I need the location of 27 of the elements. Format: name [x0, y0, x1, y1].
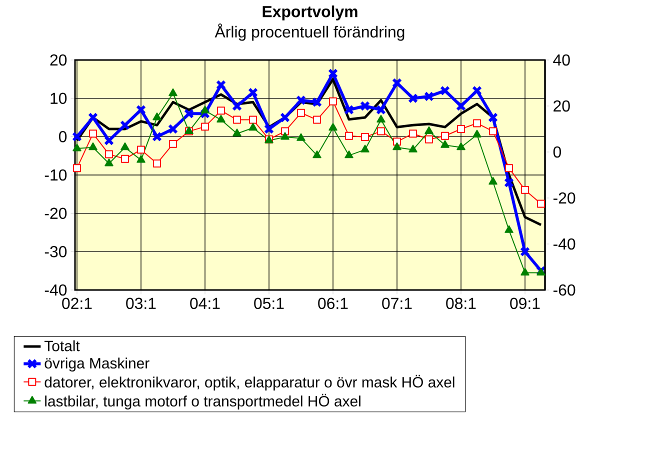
y2-tick-label: 20 — [554, 100, 570, 112]
y2-tick-label: -20 — [553, 192, 576, 204]
y-tick-label: -30 — [44, 246, 67, 258]
x-tick-label: 03:1 — [126, 298, 156, 310]
y-tick-label: 10 — [50, 92, 67, 104]
x-tick-label: 04:1 — [190, 298, 220, 310]
x-tick-label: 05:1 — [254, 298, 284, 310]
x-tick-label: 08:1 — [446, 298, 476, 310]
x-tick-label: 09:1 — [510, 298, 540, 310]
legend-label: datorer, elektronikvaror, optik, elapparatur o övr mask HÖ axel — [44, 374, 454, 390]
legend-label: Totalt — [44, 340, 80, 352]
y-tick-label: -40 — [44, 284, 67, 296]
legend-label: lastbilar, tunga motorf o transportmedel HÖ axel — [45, 394, 360, 410]
y2-tick-label: 0 — [553, 146, 562, 158]
x-tick-label: 02:1 — [62, 298, 92, 310]
chart-title: Exportvolym — [262, 6, 358, 20]
y2-tick-label: -40 — [553, 238, 576, 250]
x-tick-label: 06:1 — [318, 298, 348, 310]
y-tick-label: -10 — [44, 169, 67, 181]
y2-tick-label: -60 — [553, 284, 576, 296]
chart-subtitle: Årlig procentuell förändring — [214, 24, 404, 41]
y-tick-label: 0 — [58, 131, 67, 142]
y-tick-label: 20 — [50, 54, 67, 66]
x-tick-label: 07:1 — [382, 298, 412, 310]
y-tick-label: -20 — [44, 208, 67, 219]
legend-label: övriga Maskiner — [44, 358, 150, 372]
y2-tick-label: 40 — [553, 54, 570, 66]
